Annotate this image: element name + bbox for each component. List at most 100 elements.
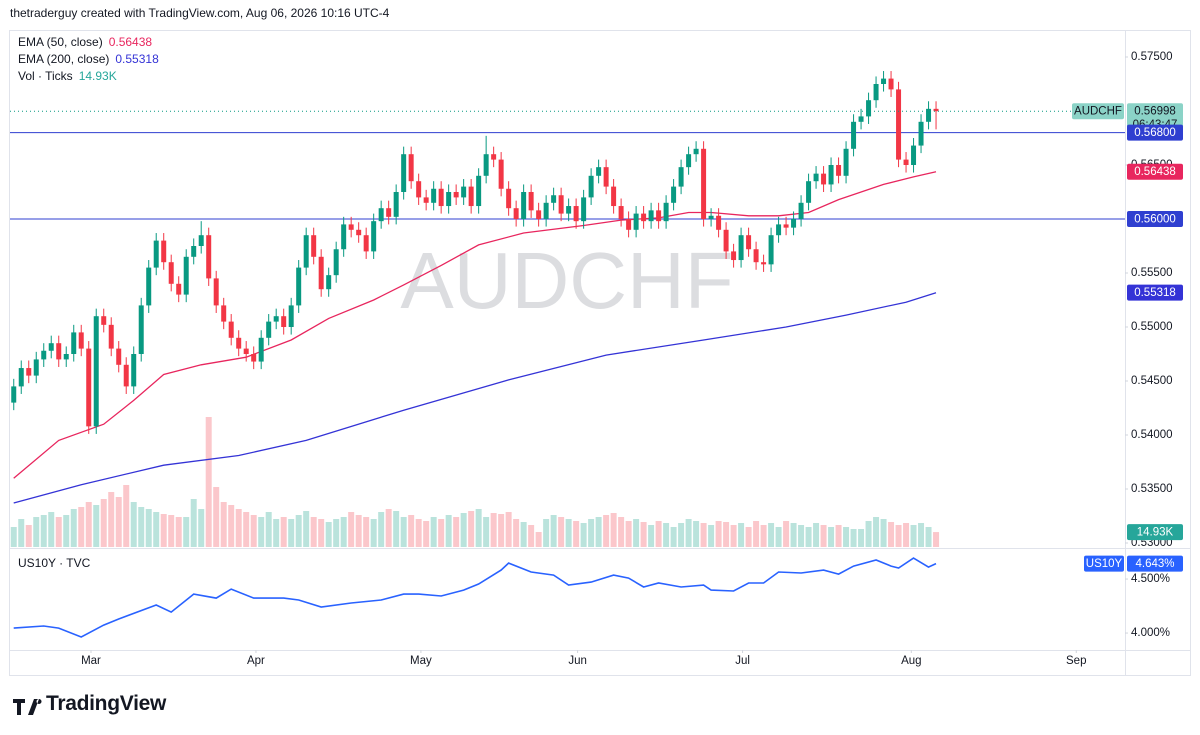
volume-bar <box>475 509 482 547</box>
candle-body <box>191 246 197 257</box>
volume-bar <box>700 523 707 547</box>
volume-bar <box>813 523 820 547</box>
candle-body <box>536 210 542 220</box>
candle-body <box>438 188 444 207</box>
level-tag-bg <box>1127 124 1183 141</box>
volume-bar <box>753 521 760 547</box>
candle-body <box>753 249 759 263</box>
volume-bar <box>160 514 167 547</box>
ema-line <box>13 171 937 479</box>
candle-body <box>341 224 347 250</box>
candle-body <box>663 202 669 222</box>
volume-bar <box>213 487 220 547</box>
candle-body <box>723 229 729 252</box>
volume-bar <box>925 527 932 547</box>
volume-bar <box>243 512 250 547</box>
legend-value: 0.56438 <box>108 35 153 49</box>
candle-body <box>93 316 99 427</box>
candle-body <box>228 321 234 338</box>
volume-bar <box>145 509 152 547</box>
candle-body <box>206 235 212 279</box>
volume-bar <box>738 523 745 547</box>
candle-body <box>86 348 92 427</box>
candle-body <box>41 350 47 360</box>
brand-logo <box>13 699 42 715</box>
y-tick-label: 0.53500 <box>1131 483 1173 495</box>
candle-body <box>386 208 392 217</box>
volume-bar <box>558 517 565 547</box>
volume-bar <box>775 527 782 547</box>
price-tag: 0.56998 <box>1134 106 1176 118</box>
candle-body <box>761 262 767 265</box>
volume-bar <box>378 512 385 547</box>
x-tick-label: Apr <box>247 655 265 667</box>
volume-bar <box>48 512 55 547</box>
y-tick-label: 0.55000 <box>1131 321 1173 333</box>
candle-body <box>918 121 924 146</box>
volume-bar <box>670 527 677 547</box>
candle-body <box>431 188 437 203</box>
candle-body <box>416 181 422 198</box>
volume-bar <box>723 522 730 547</box>
volume-bar <box>858 529 865 547</box>
candle-body <box>911 145 917 166</box>
volume-bar <box>895 525 902 547</box>
volume-bar <box>828 527 835 547</box>
y-tick-label: 0.57500 <box>1131 51 1173 63</box>
volume-bar <box>640 522 647 547</box>
candle-body <box>791 219 797 228</box>
volume-bar <box>138 507 145 547</box>
candle-body <box>926 108 932 122</box>
candle-body <box>198 235 204 247</box>
volume-bar <box>453 517 460 547</box>
candle-body <box>303 235 309 268</box>
candle-body <box>588 175 594 198</box>
candle-body <box>221 305 227 322</box>
volume-bar <box>715 521 722 547</box>
x-tick-label: Jul <box>735 655 750 667</box>
header: thetraderguy created with TradingView.co… <box>10 6 390 20</box>
candle-body <box>288 305 294 328</box>
volume-bar <box>445 515 452 547</box>
volume-bar <box>78 507 85 547</box>
volume-bar <box>258 517 265 547</box>
ema-tag: 0.56438 <box>1134 166 1176 178</box>
candle-body <box>258 337 264 362</box>
candle-body <box>266 321 272 338</box>
x-tick-label: Aug <box>901 655 921 667</box>
candle-body <box>26 368 32 376</box>
volume-bar <box>543 519 550 547</box>
candle-body <box>453 192 459 198</box>
volume-bar <box>880 519 887 547</box>
volume-bar <box>933 532 940 547</box>
volume-bar <box>663 523 670 547</box>
candle-body <box>131 354 137 387</box>
volume-bar <box>93 505 100 547</box>
volume-bar <box>708 525 715 547</box>
volume-tag-bg <box>1127 524 1183 541</box>
volume-bar <box>153 512 160 547</box>
volume-bar <box>850 529 857 547</box>
volume-bar <box>370 519 377 547</box>
volume-bar <box>235 509 242 547</box>
legend-item: US10Y · TVC <box>18 556 96 570</box>
candle-body <box>806 181 812 203</box>
volume-bar <box>580 523 587 547</box>
candle-body <box>153 240 159 268</box>
candle-body <box>183 256 189 295</box>
candle-body <box>881 78 887 85</box>
candle-body <box>273 316 279 322</box>
volume-bar <box>108 492 115 547</box>
candle-body <box>393 192 399 217</box>
volume-bar <box>205 417 212 547</box>
candle-body <box>776 224 782 236</box>
volume-bar <box>415 519 422 547</box>
us10y-symbol-tag-bg <box>1084 555 1124 572</box>
candle-body <box>33 359 39 376</box>
candle-body <box>828 165 834 185</box>
candle-body <box>701 148 707 220</box>
level-tag: 0.56000 <box>1134 214 1176 226</box>
volume-bar <box>633 519 640 547</box>
candle-body <box>896 89 902 160</box>
